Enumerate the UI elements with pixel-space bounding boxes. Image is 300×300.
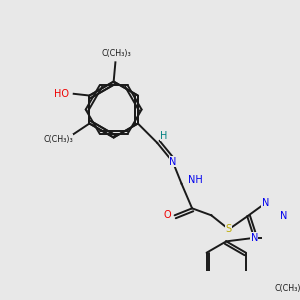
Text: O: O <box>164 210 171 220</box>
Text: N: N <box>169 157 176 167</box>
Text: N: N <box>250 233 258 243</box>
Text: HO: HO <box>54 89 69 99</box>
Text: N: N <box>262 198 269 208</box>
Text: C(CH₃)₃: C(CH₃)₃ <box>101 49 131 58</box>
Text: C(CH₃)₃: C(CH₃)₃ <box>43 135 73 144</box>
Text: NH: NH <box>188 175 203 185</box>
Text: C(CH₃)₃: C(CH₃)₃ <box>274 284 300 293</box>
Text: N: N <box>280 212 287 221</box>
Text: H: H <box>160 131 168 141</box>
Text: S: S <box>226 224 232 234</box>
